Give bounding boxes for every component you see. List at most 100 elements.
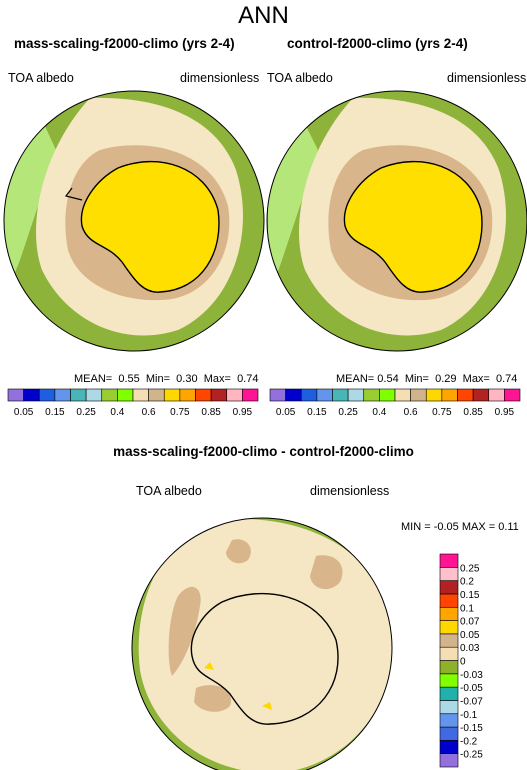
colorbar-left: 0.05 0.15 0.25 0.4 0.6 0.75 0.85 0.95 [7, 388, 259, 418]
colorbar-left-box-15 [242, 388, 259, 402]
colorbar-right-box-8 [394, 388, 411, 402]
colorbar-left-box-8 [132, 388, 149, 402]
colorbar-diff-box-9 [439, 633, 459, 648]
colorbar-diff-label-2: -0.15 [460, 723, 483, 734]
map-right-field [267, 91, 527, 351]
tan-patch-diff-4 [194, 685, 232, 712]
map-left-field [4, 91, 264, 351]
colorbar-right-label-0: 0.05 [276, 407, 296, 418]
panel-title-left: mass-scaling-f2000-climo (yrs 2-4) [14, 36, 235, 51]
colorbar-diff-box-2 [439, 726, 459, 741]
colorbar-left-box-13 [210, 388, 228, 402]
colorbar-right-box-12 [457, 388, 474, 402]
colorbar-right-box-2 [300, 388, 318, 402]
colorbar-diff-box-3 [439, 713, 459, 728]
colorbar-right-label-2: 0.25 [338, 407, 358, 418]
colorbar-right-label-5: 0.75 [432, 407, 452, 418]
colorbar-right-label-7: 0.95 [495, 407, 515, 418]
colorbar-diff-label-11: 0.1 [460, 603, 474, 614]
colorbar-right-box-11 [441, 388, 458, 402]
colorbar-right-box-9 [410, 388, 427, 402]
tan-patch-diff-2 [310, 555, 343, 590]
colorbar-left-box-2 [38, 388, 56, 402]
colorbar-left-label-5: 0.75 [170, 407, 190, 418]
stats-right: MEAN= 0.54 Min= 0.29 Max= 0.74 [336, 373, 517, 385]
colorbar-left-box-6 [101, 388, 118, 402]
colorbar-diff-label-10: 0.07 [460, 617, 480, 628]
colorbar-right-box-14 [488, 388, 505, 402]
colorbar-diff-box-6 [439, 673, 459, 688]
colorbar-right-box-4 [332, 388, 349, 402]
min-label-left: Min= [145, 373, 171, 385]
field-label-right: TOA albedo [267, 71, 333, 85]
field-label-left: TOA albedo [8, 71, 74, 85]
units-label-left: dimensionless [180, 71, 260, 85]
coastline-left [80, 160, 220, 293]
colorbar-diff-box-0 [439, 753, 459, 768]
colorbar-diff-label-4: -0.07 [460, 696, 483, 707]
colorbar-right: 0.05 0.15 0.25 0.4 0.6 0.75 0.85 0.95 [269, 388, 521, 418]
colorbar-left-label-6: 0.85 [201, 407, 221, 418]
colorbar-diff-label-13: 0.2 [460, 577, 474, 588]
colorbar-right-box-6 [363, 388, 380, 402]
min-value-left: 0.30 [176, 373, 198, 385]
colorbar-diff-box-5 [439, 686, 459, 701]
colorbar-diff-label-1: -0.2 [460, 736, 478, 747]
mean-value-right: 0.54 [377, 373, 399, 385]
colorbar-diff-box-7 [439, 660, 459, 675]
colorbar-diff-box-14 [439, 567, 459, 581]
ice-sheet-right [344, 161, 482, 293]
colorbar-diff-box-11 [439, 606, 459, 621]
colorbar-diff-box-12 [439, 593, 459, 608]
colorbar-left-label-3: 0.4 [110, 407, 124, 418]
colorbar-diff-box-15 [439, 553, 459, 568]
colorbar-diff-box-13 [439, 580, 459, 595]
map-left-border [3, 90, 265, 352]
colorbar-diff-box-10 [439, 620, 459, 635]
mean-label-left: MEAN= [74, 373, 113, 385]
colorbar-left-label-2: 0.25 [76, 407, 96, 418]
light-green-patch-right [268, 126, 318, 300]
colorbar-right-box-5 [347, 388, 365, 402]
main-title: ANN [238, 2, 289, 29]
panel-title-right: control-f2000-climo (yrs 2-4) [287, 36, 468, 51]
ice-sheet-left [81, 161, 219, 293]
mean-label-right: MEAN= [336, 373, 375, 385]
diff-minmax: MIN = -0.05 MAX = 0.11 [401, 521, 519, 533]
colorbar-diff-label-12: 0.15 [460, 590, 480, 601]
min-value-right: 0.29 [435, 373, 457, 385]
colorbar-left-box-3 [54, 388, 71, 402]
colorbar-diff-label-3: -0.1 [460, 710, 478, 721]
colorbar-left-label-0: 0.05 [14, 407, 34, 418]
colorbar-right-box-0 [269, 388, 286, 402]
colorbar-right-box-15 [504, 388, 521, 402]
colorbar-right-label-4: 0.6 [404, 407, 418, 418]
map-right-border [266, 90, 527, 352]
stats-left: MEAN= 0.55 Min= 0.30 Max= 0.74 [74, 373, 258, 385]
colorbar-diff-label-14: 0.25 [460, 563, 480, 574]
tan-patch-diff-3 [226, 539, 251, 564]
min-label-right: Min= [404, 373, 429, 385]
colorbar-diff-box-1 [439, 740, 459, 754]
colorbar-right-box-13 [472, 388, 490, 402]
max-value-left: 0.74 [237, 373, 259, 385]
units-label-right: dimensionless [447, 71, 527, 85]
diff-title: mass-scaling-f2000-climo - control-f2000… [113, 444, 414, 459]
colorbar-right-box-1 [285, 388, 302, 402]
colorbar-left-box-11 [179, 388, 196, 402]
colorbar-diff-label-7: 0 [460, 657, 466, 668]
colorbar-left-label-4: 0.6 [142, 407, 156, 418]
colorbar-diff-label-9: 0.05 [460, 630, 480, 641]
colorbar-left-box-12 [195, 388, 212, 402]
max-value-right: 0.74 [496, 373, 518, 385]
colorbar-left-label-7: 0.95 [233, 407, 253, 418]
diff-units-label: dimensionless [310, 484, 390, 498]
colorbar-diff-box-4 [439, 700, 459, 715]
max-label-right: Max= [462, 373, 490, 385]
colorbar-left-box-1 [23, 388, 40, 402]
colorbar-diff-label-5: -0.05 [460, 683, 483, 694]
diff-field-label: TOA albedo [136, 484, 202, 498]
colorbar-left-box-7 [117, 388, 134, 402]
colorbar-diff-label-0: -0.25 [460, 750, 483, 761]
